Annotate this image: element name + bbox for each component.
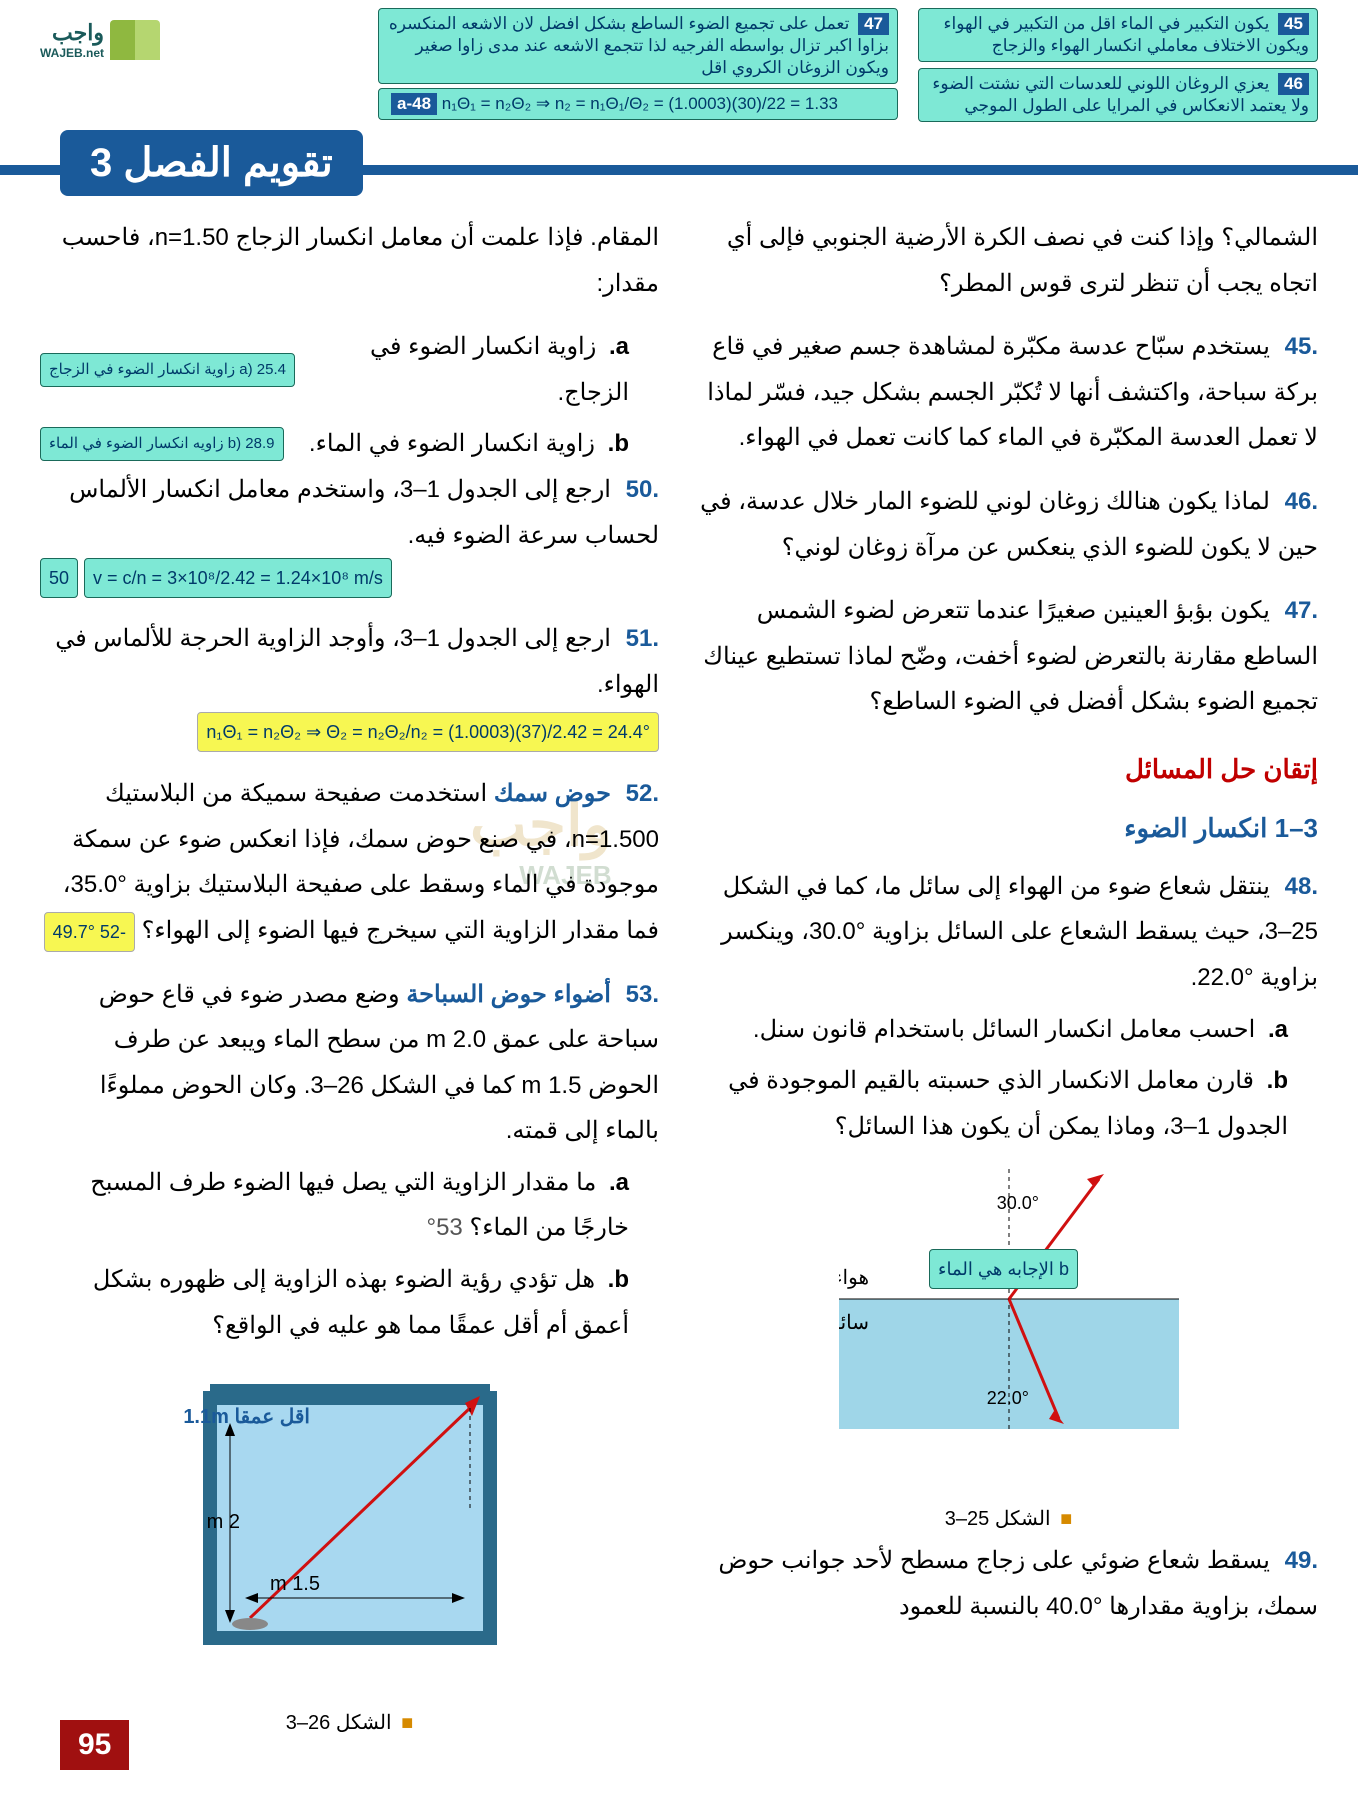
liquid-label: سائل: [839, 1312, 869, 1334]
depth-label: اقل عمقا 1.1m: [183, 1406, 310, 1428]
content: الشمالي؟ وإذا كنت في نصف الكرة الأرضية ا…: [40, 215, 1318, 1742]
sub-text: زاوية انكسار الضوء في الماء.: [309, 430, 595, 457]
note-45: 45 يكون التكبير في الماء اقل من التكبير …: [918, 8, 1318, 62]
refraction-diagram: 30.0° 22.0° هواء سائل b الإجابه هي الماء: [839, 1169, 1179, 1480]
caption-text: الشكل 26–3: [286, 1712, 392, 1734]
q46: .46 لماذا يكون هنالك زوغان لوني للضوء ال…: [699, 479, 1318, 570]
sub-letter: a.: [1268, 1016, 1288, 1043]
page-number: 95: [60, 1720, 129, 1770]
q51: .51 ارجع إلى الجدول 1–3، وأوجد الزاوية ا…: [40, 616, 659, 753]
q-num: .46: [1285, 488, 1318, 515]
ans-a: a) 25.4 زاوية انكسار الضوء في الزجاج: [40, 353, 295, 388]
q-num: .48: [1285, 873, 1318, 900]
v-label: 2 m: [206, 1511, 239, 1533]
note-text: تعمل على تجميع الضوء الساطع بشكل افضل لا…: [389, 14, 889, 77]
note-num: 46: [1278, 73, 1309, 95]
h-label: 1.5 m: [269, 1573, 319, 1595]
column-right: الشمالي؟ وإذا كنت في نصف الكرة الأرضية ا…: [699, 215, 1318, 1742]
note-47: 47 تعمل على تجميع الضوء الساطع بشكل افضل…: [378, 8, 898, 84]
angle-bottom-label: 22.0°: [986, 1388, 1028, 1408]
caption-text: الشكل 25–3: [945, 1508, 1051, 1530]
q-num: .52: [626, 780, 659, 807]
q-text: يكون بؤبؤ العينين صغيرًا عندما تتعرض لضو…: [703, 597, 1318, 715]
logo-book-icon: [110, 20, 160, 60]
sub-text: زاوية انكسار الضوء في الزجاج.: [370, 333, 629, 406]
intro-left: المقام. فإذا علمت أن معامل انكسار الزجاج…: [40, 215, 659, 306]
chapter-title: تقويم الفصل 3: [60, 130, 363, 196]
sub-text: ما مقدار الزاوية التي يصل فيها الضوء طرف…: [90, 1169, 629, 1242]
q-num: .51: [626, 625, 659, 652]
ans-b: b) 28.9 زاويه انكسار الضوء في الماء: [40, 427, 284, 462]
q53b: b. هل تؤدي رؤية الضوء بهذه الزاوية إلى ظ…: [40, 1257, 629, 1348]
section-heading: 3–1 انكسار الضوء: [699, 804, 1318, 853]
note-text: يعزي الروغان اللوني للعدسات التي نشتت ال…: [932, 74, 1309, 115]
air-label: هواء: [839, 1267, 869, 1289]
fig26-caption: ■ الشكل 26–3: [40, 1704, 659, 1742]
logo: واجب WAJEB.net: [20, 10, 160, 70]
q45: .45 يستخدم سبّاح عدسة مكبّرة لمشاهدة جسم…: [699, 324, 1318, 461]
sub-a: a. زاوية انكسار الضوء في الزجاج. a) 25.4…: [40, 324, 629, 415]
q50-num-note: 50: [40, 558, 78, 598]
sub-text: احسب معامل انكسار السائل باستخدام قانون …: [753, 1016, 1255, 1043]
sub-letter: a.: [609, 333, 629, 360]
q-num: .53: [626, 981, 659, 1008]
logo-english: WAJEB.net: [40, 46, 104, 60]
note-48a: a-48 n₁Θ₁ = n₂Θ₂ ⇒ n₂ = n₁Θ₁/Θ₂ = (1.000…: [378, 88, 898, 120]
q-text: ينتقل شعاع ضوء من الهواء إلى سائل ما، كم…: [721, 873, 1318, 991]
sub-letter: a.: [609, 1169, 629, 1196]
q-num: .45: [1285, 333, 1318, 360]
q48a: a. احسب معامل انكسار السائل باستخدام قان…: [699, 1007, 1288, 1053]
q48b-answer: b الإجابه هي الماء: [929, 1249, 1078, 1289]
q52: .52 حوض سمك استخدمت صفيحة سميكة من البلا…: [40, 771, 659, 953]
q-num: .50: [626, 476, 659, 503]
q53: .53 أضواء حوض السباحة وضع مصدر ضوء في قا…: [40, 972, 659, 1349]
sub-letter: b.: [608, 430, 629, 457]
top-right-notes: 45 يكون التكبير في الماء اقل من التكبير …: [918, 8, 1318, 122]
q-text: ارجع إلى الجدول 1–3، وأوجد الزاوية الحرج…: [55, 625, 659, 698]
sub-letter: b.: [608, 1266, 629, 1293]
q-text: ارجع إلى الجدول 1–3، واستخدم معامل انكسا…: [69, 476, 659, 549]
intro-text: الشمالي؟ وإذا كنت في نصف الكرة الأرضية ا…: [699, 215, 1318, 306]
q48: .48 ينتقل شعاع ضوء من الهواء إلى سائل ما…: [699, 864, 1318, 1150]
sub-text: هل تؤدي رؤية الضوء بهذه الزاوية إلى ظهور…: [93, 1266, 629, 1339]
note-46: 46 يعزي الروغان اللوني للعدسات التي نشتت…: [918, 68, 1318, 122]
sub-letter: b.: [1267, 1067, 1288, 1094]
sub-text: قارن معامل الانكسار الذي حسبته بالقيم ال…: [728, 1067, 1288, 1140]
q53a-ans: 53°: [426, 1214, 462, 1241]
q47: .47 يكون بؤبؤ العينين صغيرًا عندما تتعرض…: [699, 588, 1318, 725]
fig25-caption: ■ الشكل 25–3: [699, 1500, 1318, 1538]
q48b: b. قارن معامل الانكسار الذي حسبته بالقيم…: [699, 1058, 1288, 1149]
note-num: a-48: [391, 93, 437, 115]
note-formula: n₁Θ₁ = n₂Θ₂ ⇒ n₂ = n₁Θ₁/Θ₂ = (1.0003)(30…: [442, 94, 838, 113]
pool-diagram: اقل عمقا 1.1m 2 m 1.5 m: [170, 1368, 530, 1684]
q49: .49 يسقط شعاع ضوئي على زجاج مسطح لأحد جو…: [699, 1538, 1318, 1629]
note-num: 47: [858, 13, 889, 35]
caption-bullet-icon: ■: [401, 1712, 413, 1734]
q53a: a. ما مقدار الزاوية التي يصل فيها الضوء …: [40, 1160, 629, 1251]
q52-label: حوض سمك: [494, 780, 611, 807]
logo-arabic: واجب: [40, 20, 104, 46]
sub-b: b. زاوية انكسار الضوء في الماء. b) 28.9 …: [40, 421, 629, 467]
q-num: .49: [1285, 1547, 1318, 1574]
q-text: يستخدم سبّاح عدسة مكبّرة لمشاهدة جسم صغي…: [707, 333, 1318, 451]
q50: .50 ارجع إلى الجدول 1–3، واستخدم معامل ا…: [40, 467, 659, 598]
q-text: لماذا يكون هنالك زوغان لوني للضوء المار …: [700, 488, 1318, 561]
angle-top-label: 30.0°: [996, 1193, 1038, 1213]
q50-formula: v = c/n = 3×10⁸/2.42 = 1.24×10⁸ m/s: [84, 558, 392, 598]
q-text: يسقط شعاع ضوئي على زجاج مسطح لأحد جوانب …: [718, 1547, 1318, 1620]
mastery-heading: إتقان حل المسائل: [699, 745, 1318, 794]
q-num: .47: [1285, 597, 1318, 624]
note-text: يكون التكبير في الماء اقل من التكبير في …: [944, 14, 1309, 55]
q51-formula: n₁Θ₁ = n₂Θ₂ ⇒ Θ₂ = n₂Θ₂/n₂ = (1.0003)(37…: [197, 712, 659, 752]
q53-label: أضواء حوض السباحة: [406, 981, 611, 1008]
caption-bullet-icon: ■: [1060, 1508, 1072, 1530]
column-left: المقام. فإذا علمت أن معامل انكسار الزجاج…: [40, 215, 659, 1742]
note-num: 45: [1278, 13, 1309, 35]
q52-ans: -52 49.7°: [44, 912, 135, 952]
top-mid-notes: 47 تعمل على تجميع الضوء الساطع بشكل افضل…: [378, 8, 898, 120]
